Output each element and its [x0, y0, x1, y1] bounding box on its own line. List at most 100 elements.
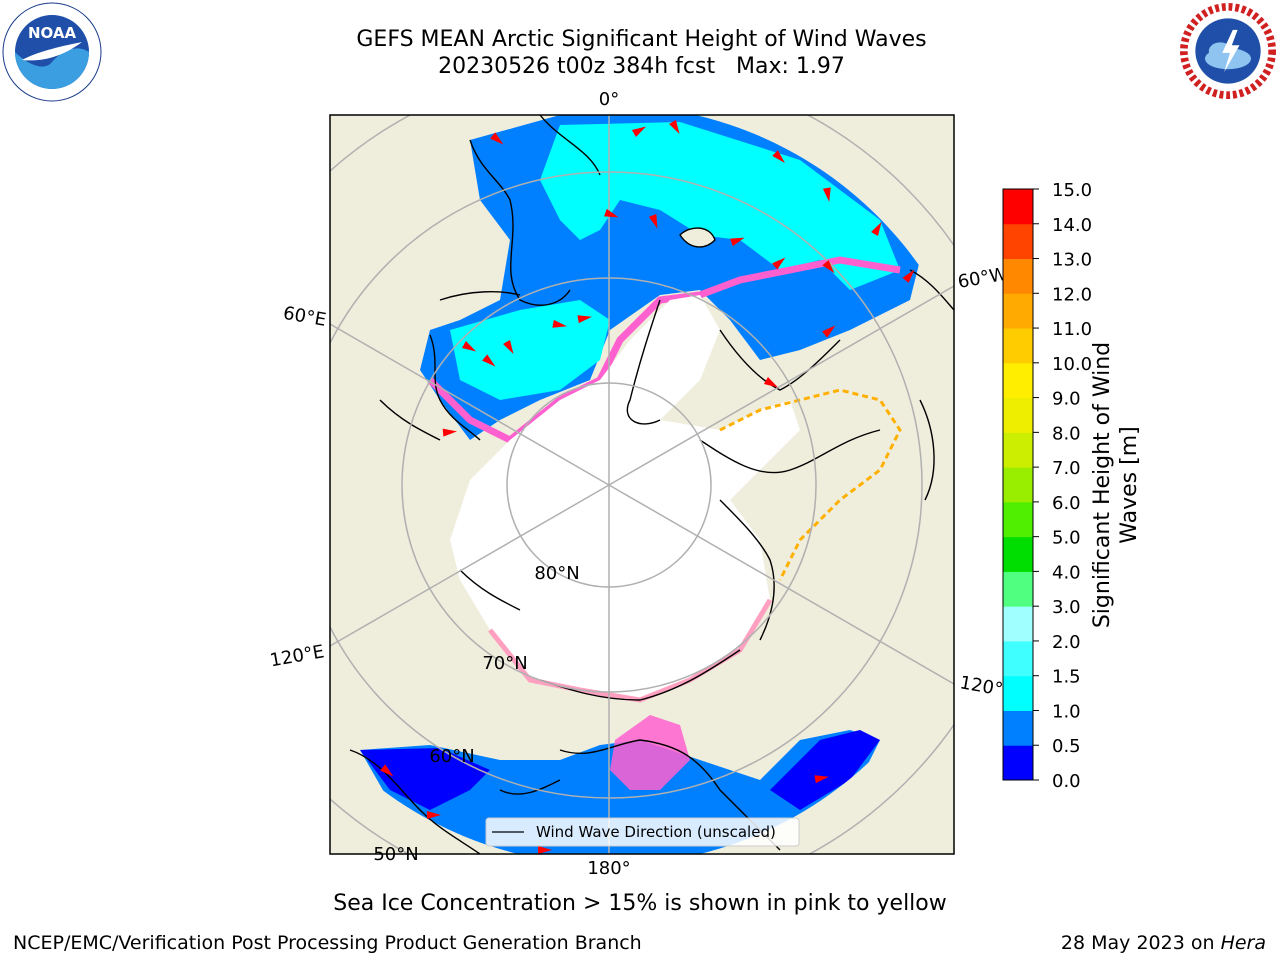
title-line-1: GEFS MEAN Arctic Significant Height of W… — [356, 27, 927, 52]
wind-arrow-icon — [822, 325, 836, 338]
wind-arrow-icon — [814, 775, 829, 784]
colorbar-tick-label: 7.0 — [1052, 458, 1081, 479]
map-frame — [329, 114, 955, 855]
colorbar-segment — [1003, 293, 1033, 329]
colorbar-segment — [1003, 397, 1033, 433]
atlantic-waves-light — [540, 122, 900, 290]
title-line-2: 20230526 t00z 384h fcst Max: 1.97 — [438, 54, 845, 79]
colorbar-segment — [1003, 328, 1033, 364]
ice-edge-canada — [719, 388, 902, 581]
colorbar-segment — [1003, 640, 1033, 677]
wind-arrow-icon — [822, 260, 835, 274]
colorbar-tick-label: 1.0 — [1052, 701, 1081, 722]
colorbar-tick-label: 9.0 — [1052, 389, 1081, 410]
colorbar-frame — [1002, 188, 1034, 781]
colorbar-tick-label: 6.0 — [1052, 493, 1081, 514]
colorbar-tick-label: 0.5 — [1052, 736, 1081, 757]
wind-arrow-icon — [442, 428, 457, 437]
bering-sea-waves — [360, 748, 490, 810]
gulf-of-alaska-waves — [770, 730, 880, 810]
colorbar-segment — [1003, 258, 1033, 294]
label-lon-left-upper: 60°E — [282, 303, 328, 331]
footer-machine: Hera — [1220, 932, 1266, 954]
colorbar-segment — [1003, 536, 1033, 572]
label-lon-top: 0° — [599, 89, 619, 110]
wind-arrow-icon — [482, 354, 496, 367]
colorbar-tick-label: 11.0 — [1052, 319, 1092, 340]
colorbar-tick-label: 5.0 — [1052, 528, 1081, 549]
label-lat-70: 70°N — [482, 653, 527, 674]
colorbar-tick-label: 15.0 — [1052, 180, 1092, 201]
colorbar-segment — [1003, 710, 1033, 746]
wind-arrow-icon — [577, 315, 592, 324]
wind-arrow-icon — [669, 119, 680, 135]
colorbar-tick-label: 13.0 — [1052, 250, 1092, 271]
norwegian-sea-waves — [450, 300, 610, 400]
wind-arrow-icon — [763, 377, 779, 388]
wind-arrows — [380, 119, 915, 854]
footer-left: NCEP/EMC/Verification Post Processing Pr… — [13, 932, 642, 954]
wind-arrow-icon — [604, 208, 619, 218]
colorbar-tick-label: 8.0 — [1052, 423, 1081, 444]
label-lon-bottom: 180° — [587, 858, 630, 879]
colorbar-segment — [1003, 223, 1033, 260]
colorbar-segment — [1003, 606, 1033, 642]
label-lon-left-lower: 120°E — [268, 641, 326, 671]
legend: Wind Wave Direction (unscaled) — [485, 817, 800, 847]
wind-arrow-icon — [503, 339, 514, 355]
colorbar-tick-label: 10.0 — [1052, 354, 1092, 375]
wind-arrow-icon — [772, 257, 786, 270]
wind-arrow-icon — [772, 150, 785, 163]
noaa-logo-icon: NOAA — [2, 2, 102, 102]
wind-arrow-icon — [648, 214, 658, 229]
colorbar-segment — [1003, 432, 1033, 468]
colorbar-tick-label: 1.5 — [1052, 667, 1081, 688]
wind-arrow-icon — [380, 764, 394, 777]
wind-arrow-icon — [631, 126, 647, 137]
colorbar-title-line-2: Waves [m] — [1117, 426, 1142, 544]
wind-arrow-icon — [427, 811, 441, 819]
legend-label: Wind Wave Direction (unscaled) — [536, 823, 776, 841]
colorbar: 0.0 0.5 1.0 1.5 2.0 3.0 4.0 5.0 6.0 7.0 8.0 9.0 10.0… — [1002, 180, 1092, 792]
ice-edge-atlantic — [427, 256, 901, 445]
wind-arrow-icon — [490, 132, 504, 145]
label-lon-right-upper: 60°W — [956, 264, 1009, 293]
colorbar-tick-label: 14.0 — [1052, 215, 1092, 236]
legend-box — [485, 817, 800, 847]
wind-arrow-icon — [730, 237, 745, 247]
noaa-logo-text: NOAA — [28, 24, 77, 42]
map-panel: Wind Wave Direction (unscaled) — [330, 115, 954, 854]
wind-arrow-icon — [822, 187, 831, 202]
nws-logo-icon — [1180, 3, 1276, 99]
chart-title: GEFS MEAN Arctic Significant Height of W… — [0, 26, 1280, 80]
colorbar-tick-label: 3.0 — [1052, 597, 1081, 618]
colorbar-title: Significant Height of Wind Waves [m] — [1089, 342, 1143, 628]
colorbar-segment — [1003, 467, 1033, 503]
wind-arrow-icon — [552, 319, 567, 328]
colorbar-segment — [1003, 189, 1033, 225]
colorbar-segment — [1003, 571, 1033, 607]
colorbar-segment — [1003, 675, 1033, 711]
footer-date: 28 May 2023 on — [1060, 932, 1221, 954]
colorbar-tick-label: 0.0 — [1052, 771, 1081, 792]
wind-arrow-icon — [902, 269, 915, 283]
label-lat-60: 60°N — [429, 746, 474, 767]
footer-right: 28 May 2023 on Hera — [1061, 932, 1266, 954]
wind-arrow-icon — [461, 341, 477, 352]
colorbar-segment — [1003, 501, 1033, 538]
arctic-sea-ice — [450, 295, 800, 700]
graticule — [330, 115, 954, 854]
label-lat-50: 50°N — [373, 844, 418, 865]
caption: Sea Ice Concentration > 15% is shown in … — [333, 891, 947, 916]
colorbar-tick-label: 4.0 — [1052, 562, 1081, 583]
colorbar-segment — [1003, 745, 1033, 781]
colorbar-tick-label: 12.0 — [1052, 284, 1092, 305]
colorbar-tick-label: 2.0 — [1052, 632, 1081, 653]
wind-arrow-icon — [871, 221, 882, 237]
colorbar-title-line-1: Significant Height of Wind — [1090, 341, 1115, 629]
colorbar-segment — [1003, 362, 1033, 399]
chukchi-ice-edge — [610, 715, 690, 790]
label-lat-80: 80°N — [534, 563, 579, 584]
wind-arrow-icon — [538, 846, 552, 854]
